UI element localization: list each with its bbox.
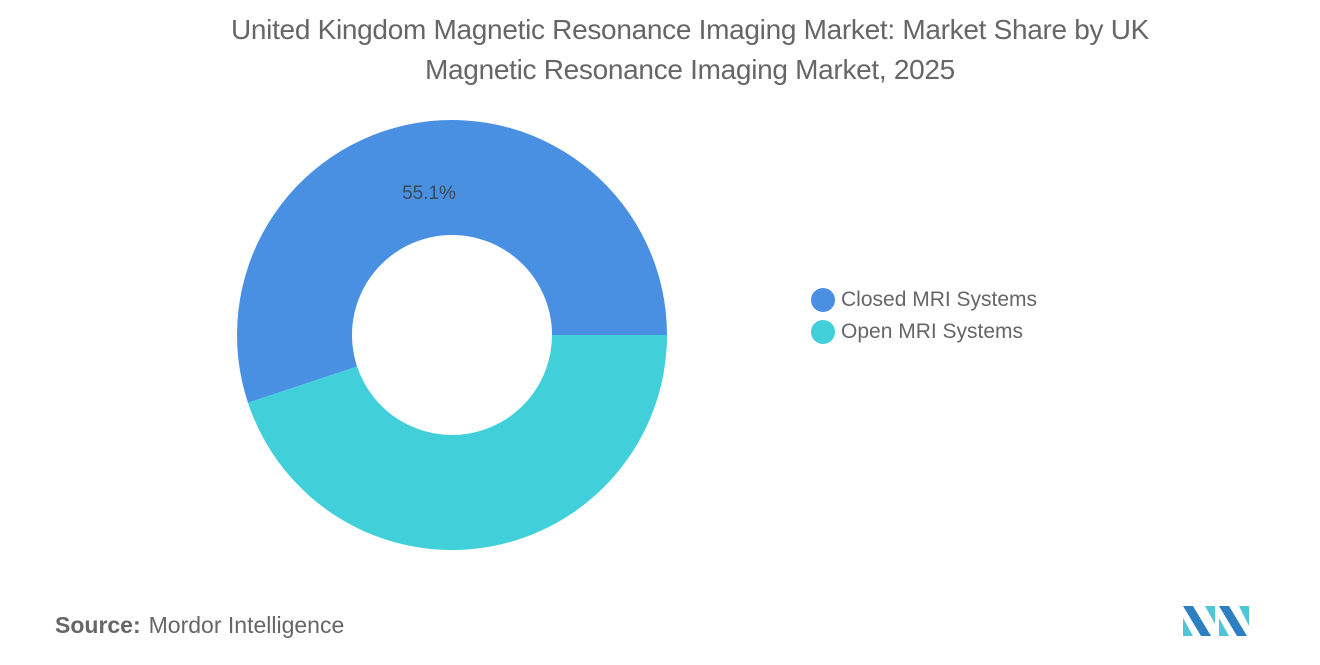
slice-closed-mri-systems[interactable] xyxy=(237,120,668,403)
source-value: Mordor Intelligence xyxy=(148,612,345,638)
legend-label: Open MRI Systems xyxy=(841,320,1024,343)
legend-swatch-open-icon xyxy=(811,320,835,344)
legend-label: Closed MRI Systems xyxy=(841,288,1038,311)
legend-item-open-mri-systems[interactable]: Open MRI Systems xyxy=(811,316,1037,348)
slice-open-mri-systems[interactable] xyxy=(247,335,667,551)
mordor-intelligence-logo-icon xyxy=(1183,606,1249,636)
chart-title-line-1: United Kingdom Magnetic Resonance Imagin… xyxy=(230,14,1150,45)
legend-swatch-closed-icon xyxy=(811,288,835,312)
legend: Closed MRI Systems Open MRI Systems xyxy=(811,284,1037,348)
chart-title-line-2: Magnetic Resonance Imaging Market, 2025 xyxy=(425,54,955,85)
source-key: Source: xyxy=(55,612,141,638)
legend-item-closed-mri-systems[interactable]: Closed MRI Systems xyxy=(811,284,1037,316)
data-label-closed: 55.1% xyxy=(402,183,456,204)
chart-title: United Kingdom Magnetic Resonance Imagin… xyxy=(0,10,1320,90)
source-note: Source: Mordor Intelligence xyxy=(55,612,344,639)
